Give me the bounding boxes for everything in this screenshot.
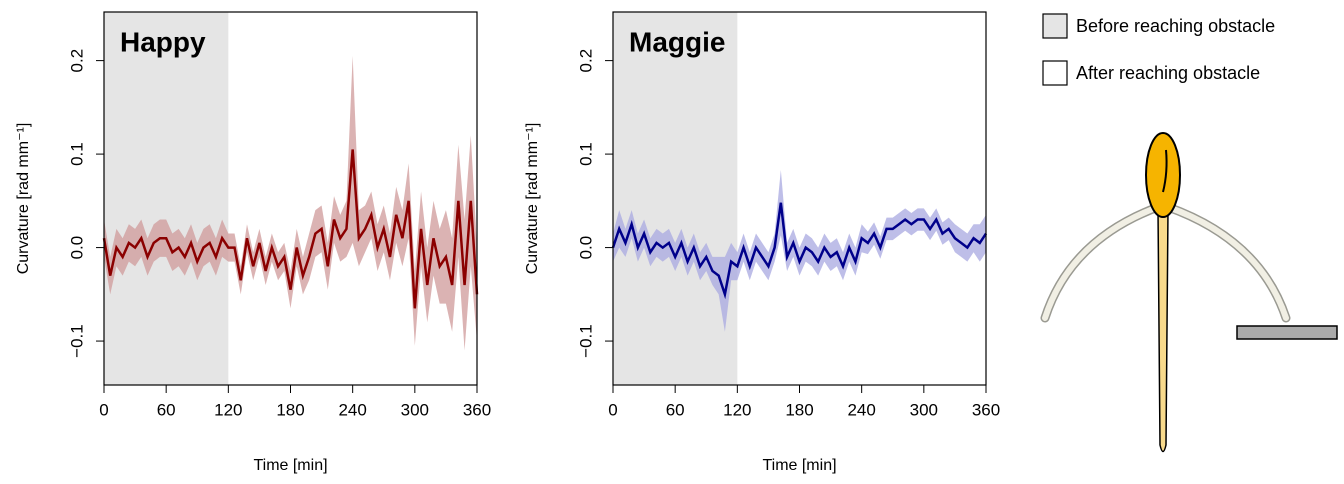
x-tick-label: 240 bbox=[338, 400, 366, 419]
x-tick-label: 300 bbox=[910, 400, 938, 419]
x-axis-label: Time [min] bbox=[253, 457, 327, 474]
legend-label: Before reaching obstacle bbox=[1076, 16, 1275, 36]
stem bbox=[1157, 209, 1169, 453]
y-tick-label: 0.0 bbox=[67, 236, 86, 260]
x-tick-label: 300 bbox=[401, 400, 429, 419]
right-arm bbox=[1163, 202, 1291, 323]
plant-diagram bbox=[1040, 132, 1338, 453]
x-tick-label: 120 bbox=[214, 400, 242, 419]
y-axis-label: Curvature [rad mm⁻¹] bbox=[15, 123, 32, 275]
head bbox=[1145, 132, 1181, 218]
x-tick-label: 360 bbox=[972, 400, 1000, 419]
x-tick-label: 240 bbox=[847, 400, 875, 419]
head-mark bbox=[1162, 149, 1168, 193]
shade-region bbox=[104, 12, 229, 385]
right-arm-fill bbox=[1165, 204, 1289, 321]
y-tick-label: 0.1 bbox=[67, 142, 86, 166]
left-arm-fill bbox=[1042, 204, 1161, 321]
obstacle bbox=[1236, 325, 1338, 340]
legend-swatch bbox=[1042, 13, 1068, 39]
x-tick-label: 0 bbox=[99, 400, 108, 419]
y-tick-label: −0.1 bbox=[576, 324, 595, 358]
x-tick-label: 180 bbox=[276, 400, 304, 419]
x-tick-label: 360 bbox=[463, 400, 491, 419]
y-tick-label: 0.1 bbox=[576, 142, 595, 166]
legend-label: After reaching obstacle bbox=[1076, 63, 1260, 83]
chart-title: Happy bbox=[120, 26, 206, 57]
x-tick-label: 0 bbox=[608, 400, 617, 419]
left-arm bbox=[1040, 202, 1163, 323]
x-axis-label: Time [min] bbox=[762, 457, 836, 474]
x-tick-label: 60 bbox=[666, 400, 685, 419]
y-axis-label: Curvature [rad mm⁻¹] bbox=[524, 123, 541, 275]
confidence-band bbox=[613, 169, 986, 332]
x-tick-label: 120 bbox=[723, 400, 751, 419]
y-tick-label: 0.0 bbox=[576, 236, 595, 260]
panel: 0 60 120 180 240 300 360 −0.1 0.0 0.1 0.2 Happy Time… bbox=[15, 11, 491, 474]
x-tick-label: 180 bbox=[785, 400, 813, 419]
x-tick-label: 60 bbox=[157, 400, 176, 419]
y-tick-label: −0.1 bbox=[67, 324, 86, 358]
chart-title: Maggie bbox=[629, 26, 725, 57]
confidence-band bbox=[104, 55, 477, 351]
charts: 0 60 120 180 240 300 360 −0.1 0.0 0.1 0.2 Happy Time… bbox=[15, 11, 1275, 474]
y-tick-label: 0.2 bbox=[67, 49, 86, 73]
shade-region bbox=[613, 12, 738, 385]
data-line bbox=[102, 149, 479, 309]
legend: Before reaching obstacle After reaching o… bbox=[1042, 13, 1275, 86]
y-tick-label: 0.2 bbox=[576, 49, 595, 73]
panel: 0 60 120 180 240 300 360 −0.1 0.0 0.1 0.2 Maggie Tim… bbox=[524, 11, 1000, 474]
legend-swatch bbox=[1042, 60, 1068, 86]
data-line bbox=[611, 202, 988, 300]
